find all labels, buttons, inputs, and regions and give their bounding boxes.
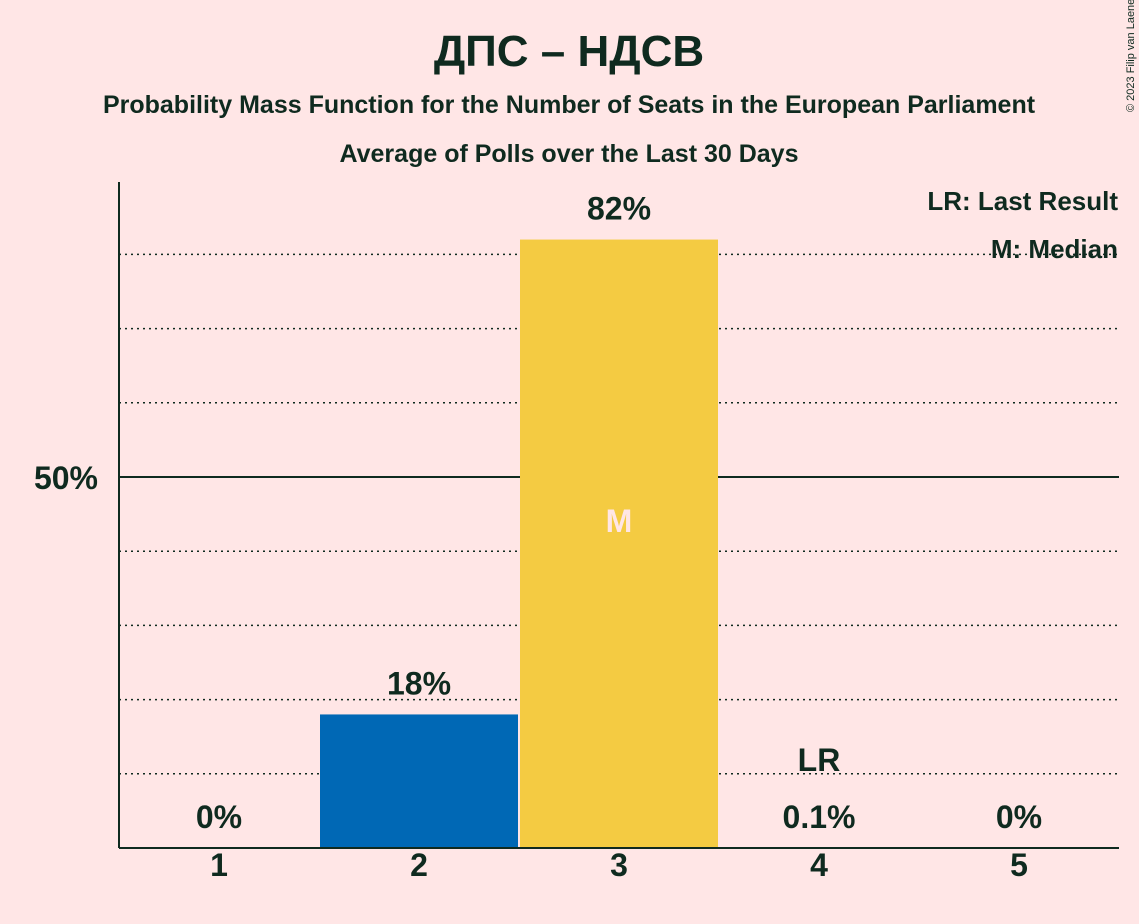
x-tick-label: 1 <box>210 847 228 883</box>
copyright-notice: © 2023 Filip van Laenen <box>1125 0 1137 112</box>
data-label: 82% <box>587 191 651 227</box>
y-tick-label: 50% <box>34 460 98 496</box>
x-tick-label: 4 <box>810 847 828 883</box>
axes <box>118 182 1119 849</box>
data-label: 18% <box>387 665 451 701</box>
data-label: 0.1% <box>783 799 856 835</box>
chart-title: ДПС – НДСВ <box>434 27 704 76</box>
median-marker: M <box>606 503 633 539</box>
legend-entry: LR: Last Result <box>927 186 1118 216</box>
x-tick-label: 3 <box>610 847 628 883</box>
bar-seat-2 <box>320 714 518 848</box>
data-label: 0% <box>996 799 1042 835</box>
chart-subtitle-2: Average of Polls over the Last 30 Days <box>340 140 799 168</box>
legend-entry: M: Median <box>991 234 1118 264</box>
chart-subtitle: Probability Mass Function for the Number… <box>103 91 1036 119</box>
legend: LR: Last Result M: Median <box>927 186 1118 264</box>
x-tick-label: 2 <box>410 847 428 883</box>
last-result-marker: LR <box>798 742 841 778</box>
bar-seat-3 <box>520 239 718 848</box>
bars <box>320 239 918 848</box>
data-label: 0% <box>196 799 242 835</box>
x-tick-label: 5 <box>1010 847 1028 883</box>
